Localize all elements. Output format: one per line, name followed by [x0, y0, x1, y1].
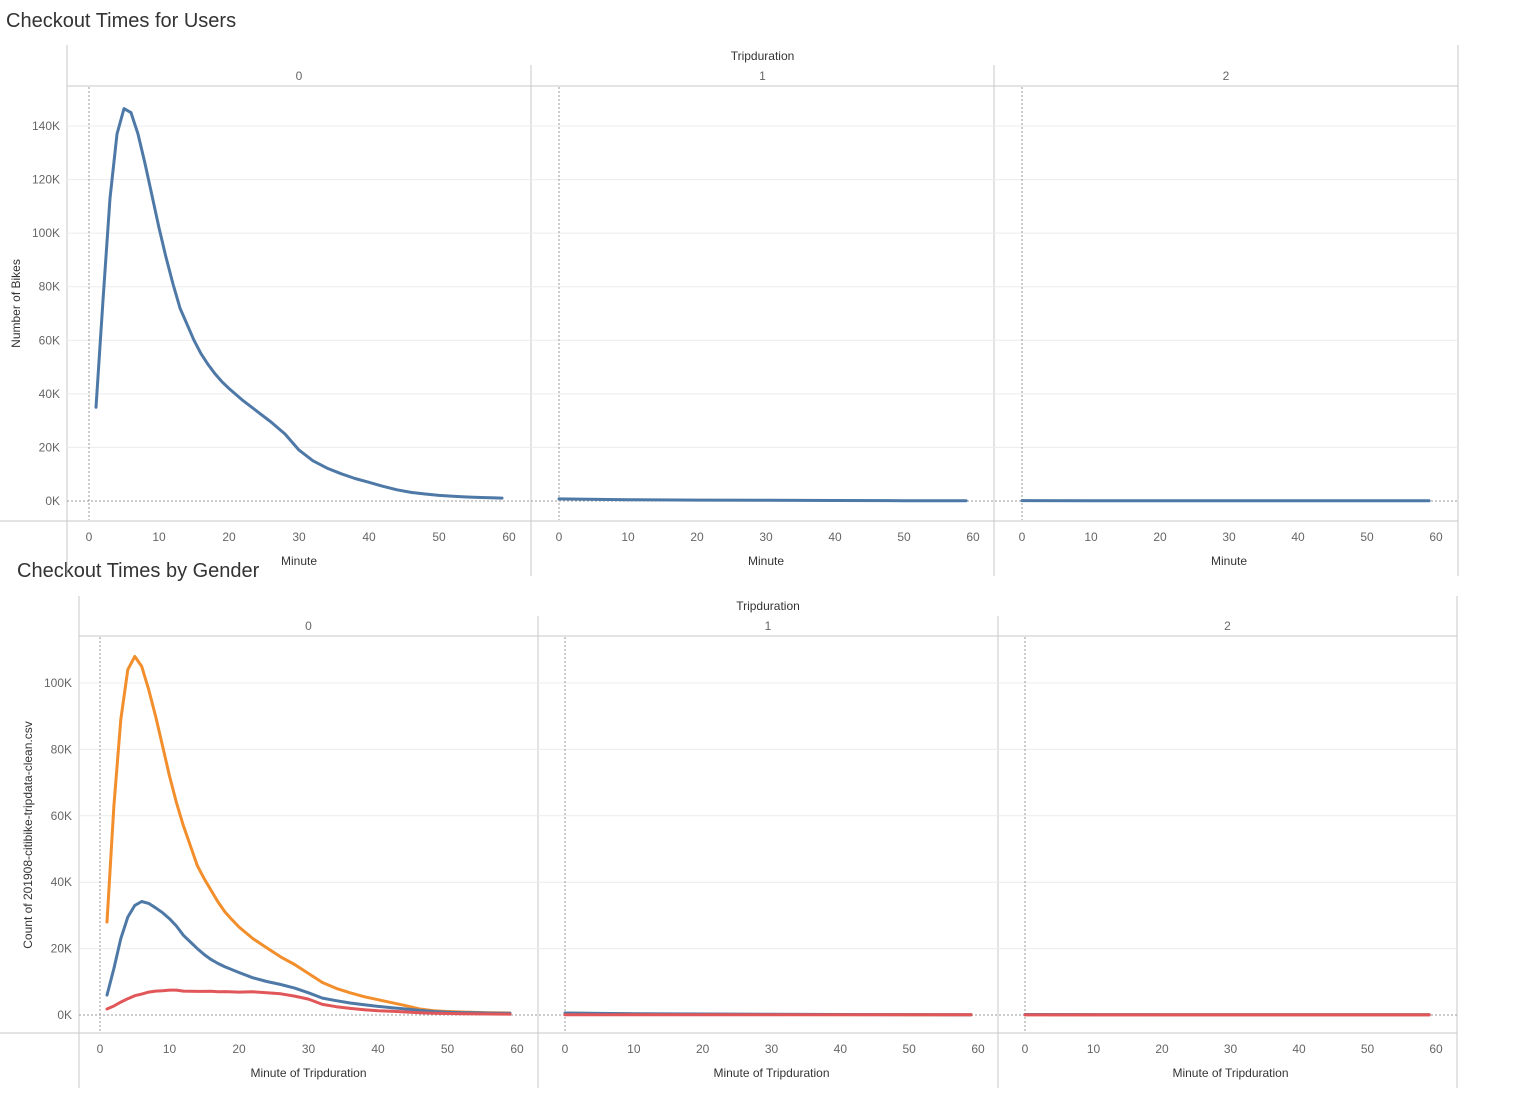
- y-tick-label: 20K: [39, 440, 60, 454]
- series-line-0-panel-0: [105, 654, 512, 1015]
- x-tick-label: 20: [1155, 1042, 1169, 1056]
- x-tick-label: 60: [971, 1042, 985, 1056]
- y-tick-label: 0K: [45, 494, 60, 508]
- panel-label: 0: [305, 619, 312, 633]
- x-tick-label: 0: [1022, 1042, 1029, 1056]
- panel-label: 1: [765, 619, 772, 633]
- x-tick-label: 20: [690, 530, 704, 544]
- series-line-0-panel-0: [94, 107, 504, 500]
- x-tick-label: 50: [902, 1042, 916, 1056]
- y-tick-label: 120K: [32, 173, 60, 187]
- x-tick-label: 0: [97, 1042, 104, 1056]
- x-axis-label: Minute: [281, 554, 317, 568]
- x-tick-label: 40: [828, 530, 842, 544]
- y-axis-label: Count of 201908-citibike-tripdata-clean.…: [21, 721, 35, 948]
- x-tick-label: 10: [1087, 1042, 1101, 1056]
- y-tick-label: 0K: [57, 1008, 72, 1022]
- x-tick-label: 0: [86, 530, 93, 544]
- y-tick-label: 60K: [39, 333, 60, 347]
- series-line-2-panel-0: [105, 988, 512, 1016]
- y-tick-label: 40K: [51, 875, 72, 889]
- x-tick-label: 30: [765, 1042, 779, 1056]
- y-tick-label: 40K: [39, 387, 60, 401]
- x-axis-label: Minute of Tripduration: [713, 1066, 829, 1080]
- x-tick-label: 10: [627, 1042, 641, 1056]
- x-tick-label: 30: [1224, 1042, 1238, 1056]
- y-tick-label: 80K: [51, 742, 72, 756]
- x-tick-label: 50: [432, 530, 446, 544]
- x-tick-label: 50: [1361, 1042, 1375, 1056]
- y-axis-label: Number of Bikes: [9, 259, 23, 348]
- x-tick-label: 50: [441, 1042, 455, 1056]
- panel-label: 1: [759, 69, 766, 83]
- x-tick-label: 40: [371, 1042, 385, 1056]
- x-axis-label: Minute: [1211, 554, 1247, 568]
- x-tick-label: 0: [556, 530, 563, 544]
- x-tick-label: 30: [302, 1042, 316, 1056]
- x-tick-label: 10: [152, 530, 166, 544]
- panel-label: 2: [1223, 69, 1230, 83]
- x-tick-label: 20: [696, 1042, 710, 1056]
- x-tick-label: 60: [1429, 530, 1443, 544]
- x-tick-label: 40: [834, 1042, 848, 1056]
- column-header: Tripduration: [731, 49, 795, 63]
- x-tick-label: 60: [1429, 1042, 1443, 1056]
- x-tick-label: 20: [232, 1042, 246, 1056]
- x-tick-label: 20: [222, 530, 236, 544]
- y-tick-label: 80K: [39, 280, 60, 294]
- series-line-0-panel-1: [557, 497, 968, 503]
- x-tick-label: 40: [1292, 1042, 1306, 1056]
- x-tick-label: 60: [510, 1042, 524, 1056]
- x-axis-label: Minute: [748, 554, 784, 568]
- x-axis-label: Minute of Tripduration: [1172, 1066, 1288, 1080]
- x-tick-label: 50: [1360, 530, 1374, 544]
- x-tick-label: 50: [897, 530, 911, 544]
- x-tick-label: 40: [362, 530, 376, 544]
- y-tick-label: 100K: [44, 676, 72, 690]
- panel-label: 2: [1224, 619, 1231, 633]
- panel-label: 0: [296, 69, 303, 83]
- x-tick-label: 30: [1222, 530, 1236, 544]
- y-tick-label: 140K: [32, 119, 60, 133]
- x-axis-label: Minute of Tripduration: [250, 1066, 366, 1080]
- y-tick-label: 100K: [32, 226, 60, 240]
- y-tick-label: 20K: [51, 942, 72, 956]
- x-tick-label: 10: [1084, 530, 1098, 544]
- chart-1-title: Checkout Times for Users: [6, 10, 237, 32]
- x-tick-label: 60: [966, 530, 980, 544]
- x-tick-label: 20: [1153, 530, 1167, 544]
- y-tick-label: 60K: [51, 809, 72, 823]
- x-tick-label: 0: [562, 1042, 569, 1056]
- x-tick-label: 40: [1291, 530, 1305, 544]
- series-line-1-panel-0: [105, 900, 512, 1015]
- column-header: Tripduration: [736, 599, 800, 613]
- x-tick-label: 30: [292, 530, 306, 544]
- chart-2-title: Checkout Times by Gender: [17, 560, 260, 582]
- x-tick-label: 10: [163, 1042, 177, 1056]
- x-tick-label: 60: [502, 530, 516, 544]
- x-tick-label: 30: [759, 530, 773, 544]
- x-tick-label: 10: [621, 530, 635, 544]
- x-tick-label: 0: [1019, 530, 1026, 544]
